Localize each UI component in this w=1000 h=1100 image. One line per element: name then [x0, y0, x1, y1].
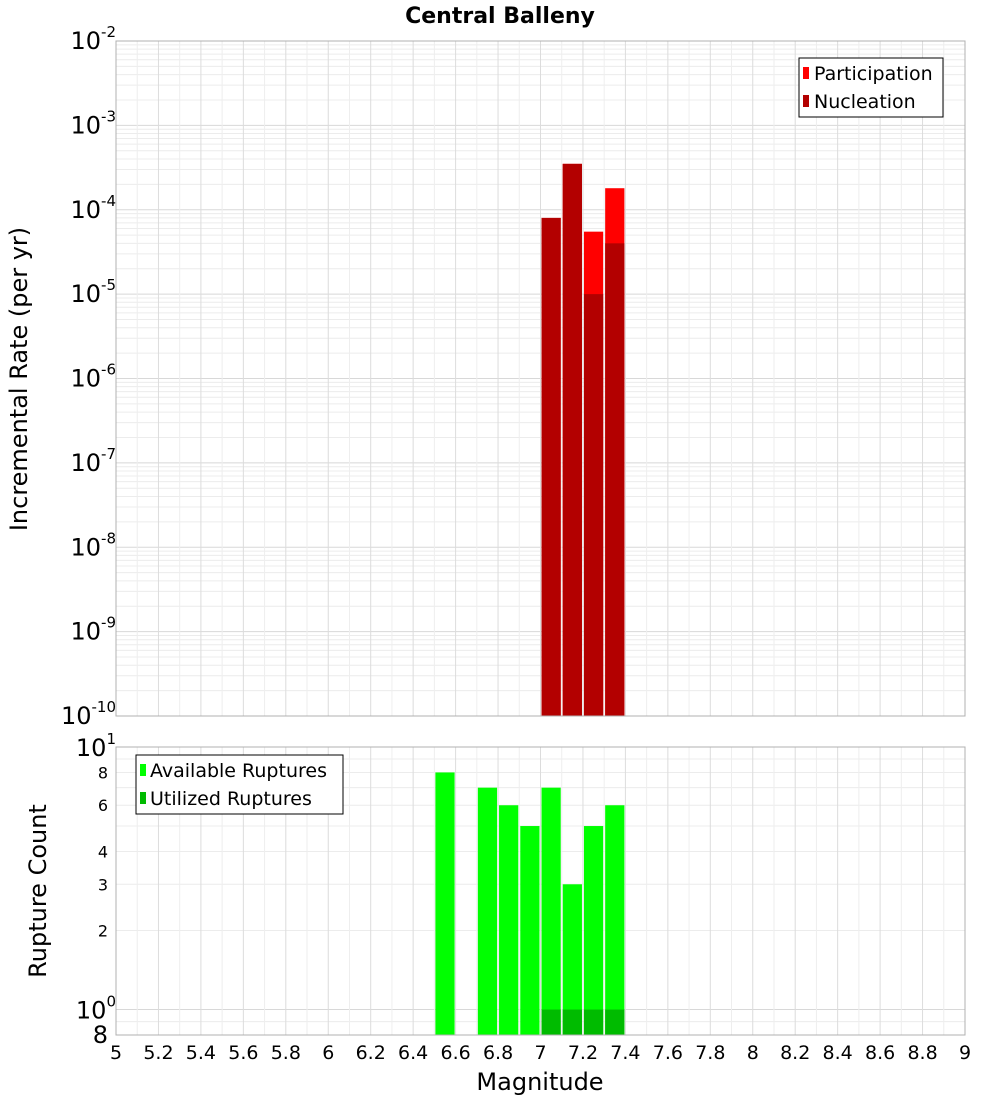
top-legend: Participation Nucleation [798, 57, 944, 118]
legend-label-participation: Participation [814, 63, 933, 85]
bottom-y-tick-label: 6 [98, 796, 108, 815]
bar-available-ruptures [605, 805, 625, 1035]
top-y-axis-label: Incremental Rate (per yr) [5, 227, 33, 531]
bar-nucleation [605, 243, 625, 717]
bottom-y-tick-label: 2 [98, 922, 108, 941]
top-y-tick-label: 10-7 [70, 445, 116, 477]
top-y-tick-label: 10-6 [70, 361, 116, 393]
legend-swatch-nucleation [803, 95, 809, 107]
bar-nucleation [541, 217, 561, 716]
x-tick-label: 5.6 [228, 1042, 258, 1064]
top-y-tick-label: 10-10 [61, 698, 116, 730]
bottom-plot-frame [115, 746, 966, 1036]
x-tick-label: 8.6 [865, 1042, 895, 1064]
bar-available-ruptures [520, 826, 540, 1035]
top-y-tick-label: 10-4 [70, 192, 116, 224]
bar-available-ruptures [562, 884, 582, 1035]
x-tick-label: 8.2 [780, 1042, 810, 1064]
bar-available-ruptures [499, 805, 519, 1035]
x-tick-label: 6.8 [483, 1042, 513, 1064]
x-tick-label: 8.4 [823, 1042, 853, 1064]
x-tick-label: 6.4 [398, 1042, 428, 1064]
incremental-rate-panel: 10-10 10-9 10-8 10-7 10-6 10-5 10-4 10-3 10-2 In… [5, 23, 966, 730]
x-ticks: 5 5.2 5.4 5.6 5.8 6 6.2 6.4 6.6 6.8 7 7.2 7.4 7.6 7.8 8… [110, 1042, 971, 1064]
bottom-y-tick-label: 4 [98, 842, 108, 861]
x-tick-label: 6 [322, 1042, 334, 1064]
x-tick-label: 5 [110, 1042, 122, 1064]
bar-available-ruptures [435, 772, 455, 1035]
bar-utilized-ruptures [541, 1009, 561, 1035]
top-grid [115, 41, 966, 717]
legend-swatch-participation [803, 67, 809, 79]
x-tick-label: 7.8 [695, 1042, 725, 1064]
x-tick-label: 6.6 [440, 1042, 470, 1064]
chart-title: Central Balleny [405, 4, 595, 29]
bar-available-ruptures [477, 787, 498, 1035]
legend-swatch-utilized [140, 792, 146, 804]
bottom-y-tick-label: 101 [76, 730, 116, 762]
x-tick-label: 7.6 [653, 1042, 683, 1064]
x-tick-label: 8 [747, 1042, 759, 1064]
bar-available-ruptures [583, 826, 604, 1035]
bar-nucleation [583, 294, 604, 716]
legend-label-utilized: Utilized Ruptures [150, 788, 312, 810]
bar-available-ruptures [541, 787, 561, 1035]
bottom-legend-frame [135, 754, 344, 815]
bottom-y-tick-label: 100 [76, 993, 116, 1025]
top-y-tick-label: 10-8 [70, 529, 116, 561]
top-bars [541, 163, 625, 717]
legend-label-nucleation: Nucleation [814, 91, 916, 113]
legend-swatch-available [140, 764, 146, 776]
top-plot-frame [115, 40, 966, 717]
legend-label-available: Available Ruptures [150, 760, 327, 782]
bar-utilized-ruptures [605, 1009, 625, 1035]
bar-utilized-ruptures [583, 1009, 604, 1035]
bottom-y-axis-label: Rupture Count [24, 804, 52, 978]
x-tick-label: 6.2 [356, 1042, 386, 1064]
top-legend-frame [798, 57, 944, 118]
top-y-tick-label: 10-5 [70, 276, 116, 308]
bottom-legend: Available Ruptures Utilized Ruptures [135, 754, 344, 815]
bottom-y-tick-label: 8 [93, 1021, 108, 1049]
top-y-ticks: 10-10 10-9 10-8 10-7 10-6 10-5 10-4 10-3 10-2 [61, 23, 116, 730]
x-tick-label: 9 [959, 1042, 971, 1064]
top-y-tick-label: 10-3 [70, 107, 116, 139]
x-tick-label: 5.2 [143, 1042, 173, 1064]
top-y-tick-label: 10-9 [70, 614, 116, 646]
bar-utilized-ruptures [562, 1009, 582, 1035]
top-y-tick-label: 10-2 [70, 23, 116, 55]
x-tick-label: 7.4 [610, 1042, 640, 1064]
x-tick-label: 8.8 [907, 1042, 937, 1064]
x-tick-label: 5.8 [271, 1042, 301, 1064]
bottom-y-tick-label: 8 [98, 763, 108, 782]
x-axis-label: Magnitude [476, 1068, 603, 1096]
bottom-bars [435, 772, 625, 1035]
x-tick-label: 7.2 [568, 1042, 598, 1064]
x-tick-label: 5.4 [186, 1042, 216, 1064]
bottom-y-tick-label: 3 [98, 875, 108, 894]
x-tick-label: 7 [534, 1042, 546, 1064]
bar-nucleation [562, 163, 582, 717]
